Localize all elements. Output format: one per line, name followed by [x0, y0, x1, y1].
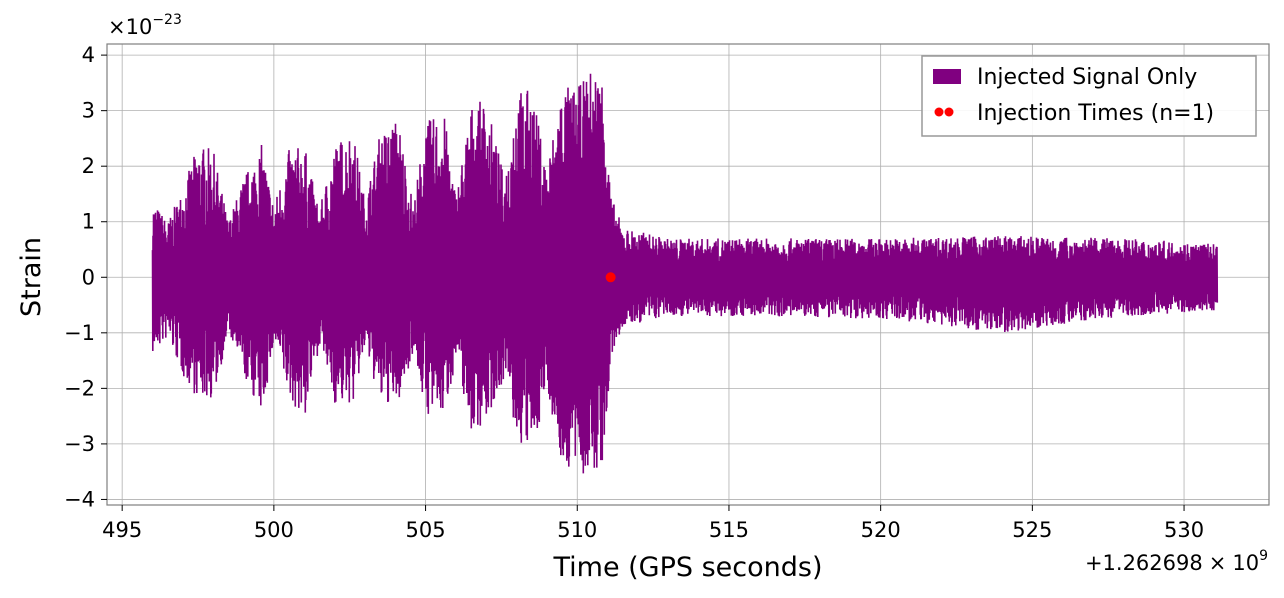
y-axis-ticks: −4 −3 −2 −1 0 1 2 3 4	[64, 43, 107, 511]
y-scale-base: ×10	[108, 15, 152, 39]
x-offset-times: ×	[1209, 551, 1227, 575]
signal-series	[151, 73, 1219, 474]
y-tick-label: 3	[82, 99, 95, 123]
x-offset-base: +1.262698	[1085, 551, 1203, 575]
x-axis-label: Time (GPS seconds)	[552, 552, 822, 583]
x-offset-power: 9	[1259, 548, 1268, 564]
y-tick-label: 2	[82, 154, 95, 178]
legend-label-signal: Injected Signal Only	[977, 65, 1197, 90]
y-tick-label: −2	[64, 376, 95, 400]
x-tick-label: 515	[709, 518, 749, 542]
y-tick-label: −4	[64, 487, 95, 511]
y-tick-label: 0	[82, 265, 95, 289]
y-tick-label: −3	[64, 432, 95, 456]
legend-swatch-signal	[933, 69, 961, 84]
x-axis-ticks: 495 500 505 510 515 520 525 530	[102, 505, 1204, 542]
x-offset-exp: 10	[1232, 551, 1259, 575]
plot-frame	[106, 43, 1270, 506]
legend: Injected Signal Only Injection Times (n=…	[921, 55, 1257, 137]
y-tick-label: 1	[82, 210, 95, 234]
y-axis-label: Strain	[16, 237, 47, 317]
legend-box	[921, 55, 1257, 137]
x-tick-label: 530	[1164, 518, 1204, 542]
x-tick-label: 520	[861, 518, 901, 542]
y-scale-label: ×10−23	[108, 12, 182, 39]
x-tick-label: 495	[102, 518, 142, 542]
y-tick-label: 4	[82, 43, 95, 67]
injection-time-marker	[605, 272, 616, 283]
legend-label-injection: Injection Times (n=1)	[977, 101, 1214, 126]
legend-marker-injection-b	[944, 107, 954, 117]
x-tick-label: 510	[557, 518, 597, 542]
x-tick-label: 500	[254, 518, 294, 542]
y-scale-power: −23	[152, 12, 182, 28]
x-tick-label: 525	[1012, 518, 1052, 542]
x-tick-label: 505	[406, 518, 446, 542]
y-tick-label: −1	[64, 321, 95, 345]
series-injected-signal	[151, 73, 1219, 474]
legend-marker-injection-a	[934, 107, 944, 117]
x-offset-label: +1.262698 × 109	[1085, 548, 1268, 575]
